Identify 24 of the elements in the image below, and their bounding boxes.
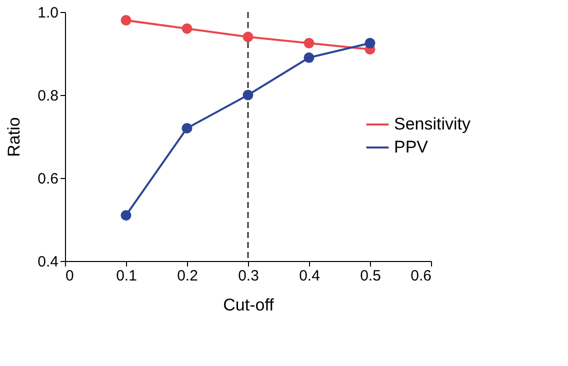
- point: [182, 23, 192, 34]
- point: [242, 90, 254, 100]
- x-tick-label: 0.4: [299, 268, 320, 284]
- x-tick-label: 0.6: [410, 268, 432, 284]
- x-axis-title: Cut-off: [223, 296, 274, 314]
- point: [242, 32, 254, 42]
- y-tick-label: 1.0: [38, 4, 58, 22]
- legend-label: PPV: [394, 138, 429, 156]
- x-tick-label: 0.3: [238, 268, 259, 284]
- x-tick-label: 0.2: [177, 268, 198, 284]
- point: [304, 38, 314, 48]
- y-axis-title: Ratio: [4, 117, 24, 157]
- point: [120, 15, 132, 26]
- point: [120, 210, 132, 221]
- x-tick-label: 0.5: [360, 268, 381, 284]
- point: [304, 52, 314, 63]
- y-tick-label: 0.4: [38, 254, 58, 270]
- x-tick-label: 0.1: [116, 268, 137, 284]
- y-tick-label: 0.8: [38, 88, 58, 104]
- x-tick-label: 0: [66, 268, 74, 284]
- point: [364, 38, 376, 48]
- legend-label: Sensitivity: [394, 114, 472, 134]
- y-tick-label: 0.6: [38, 170, 58, 188]
- point: [182, 122, 192, 134]
